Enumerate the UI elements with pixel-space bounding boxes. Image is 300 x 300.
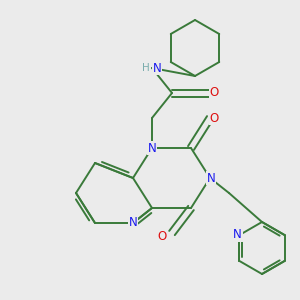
Text: N: N	[148, 142, 156, 154]
Text: N: N	[129, 217, 137, 230]
Text: O: O	[209, 86, 219, 100]
Text: N: N	[207, 172, 215, 184]
Text: O: O	[209, 112, 219, 124]
Text: O: O	[158, 230, 166, 244]
Text: N: N	[233, 229, 242, 242]
Text: N: N	[153, 61, 161, 74]
Text: H: H	[142, 63, 150, 73]
